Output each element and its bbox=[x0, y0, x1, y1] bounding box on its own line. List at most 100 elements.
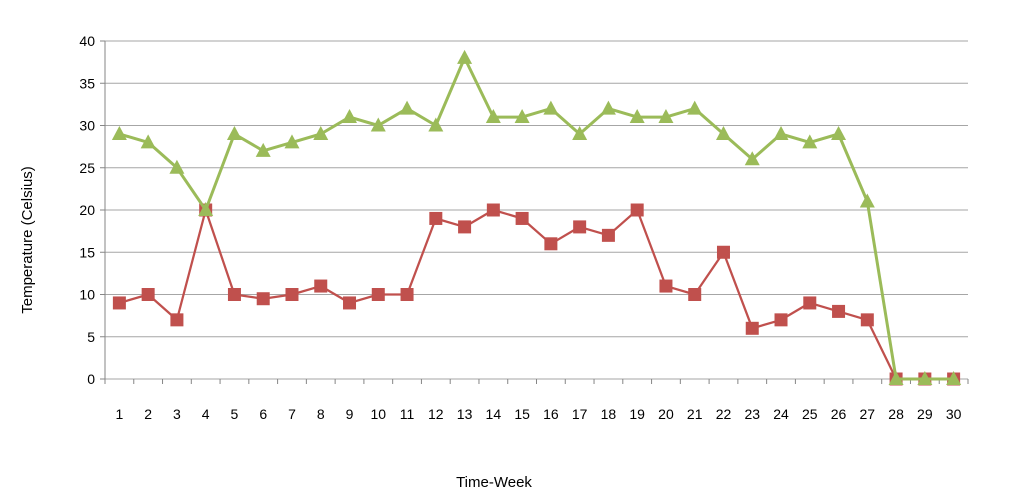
x-tick-label: 12 bbox=[428, 406, 444, 422]
data-point bbox=[458, 220, 472, 234]
data-point bbox=[629, 109, 645, 124]
data-point bbox=[400, 288, 414, 301]
data-point bbox=[544, 237, 558, 251]
x-tick-label: 15 bbox=[514, 406, 530, 422]
data-point bbox=[572, 125, 588, 140]
data-point bbox=[658, 109, 674, 124]
data-point bbox=[888, 371, 904, 385]
x-tick-label: 17 bbox=[572, 406, 588, 422]
data-point bbox=[716, 245, 730, 259]
gridlines bbox=[100, 40, 969, 384]
data-point bbox=[745, 321, 759, 335]
data-point bbox=[370, 117, 386, 132]
data-point bbox=[917, 371, 933, 385]
x-tick-label: 8 bbox=[317, 406, 325, 422]
data-point bbox=[371, 288, 385, 301]
data-point bbox=[313, 125, 329, 140]
data-point bbox=[687, 100, 703, 115]
data-point bbox=[428, 117, 444, 132]
data-point bbox=[285, 288, 299, 301]
x-tick-label: 20 bbox=[658, 406, 674, 422]
y-tick-label: 15 bbox=[79, 244, 95, 260]
data-point bbox=[601, 228, 615, 242]
data-point bbox=[543, 100, 559, 115]
data-point bbox=[774, 313, 788, 327]
data-point bbox=[859, 193, 875, 208]
y-tick-label: 20 bbox=[79, 202, 95, 218]
y-tick-label: 0 bbox=[87, 371, 95, 387]
x-tick-label: 23 bbox=[744, 406, 760, 422]
x-tick-label: 28 bbox=[888, 406, 904, 422]
data-point bbox=[140, 134, 156, 149]
data-point bbox=[314, 279, 328, 293]
data-point bbox=[744, 151, 760, 166]
data-point bbox=[342, 109, 358, 124]
x-tick-label: 3 bbox=[173, 406, 181, 422]
data-point bbox=[169, 159, 185, 174]
x-tick-label: 13 bbox=[457, 406, 473, 422]
data-point bbox=[573, 220, 587, 234]
data-point bbox=[514, 109, 530, 124]
data-point bbox=[688, 288, 702, 301]
data-point bbox=[429, 211, 443, 225]
data-point bbox=[284, 134, 300, 149]
x-tick-label: 16 bbox=[543, 406, 559, 422]
x-tick-label: 29 bbox=[917, 406, 933, 422]
x-tick-label: 7 bbox=[288, 406, 296, 422]
data-point bbox=[659, 279, 673, 293]
x-tick-labels: 1 2 3 4 5 6 7 8 9 10 11 12 13 14 15 16 17 18 19 20 21 22 23 24 2… bbox=[115, 406, 961, 422]
y-tick-label: 10 bbox=[79, 287, 95, 303]
series-1 bbox=[112, 203, 961, 386]
x-tick-label: 11 bbox=[400, 406, 415, 422]
data-point bbox=[802, 134, 818, 149]
data-point bbox=[111, 125, 127, 140]
x-tick-label: 21 bbox=[687, 406, 703, 422]
data-point bbox=[946, 371, 962, 385]
data-point bbox=[803, 296, 817, 310]
x-tick-label: 19 bbox=[629, 406, 645, 422]
y-axis-label: Temperature (Celsius) bbox=[19, 166, 36, 314]
data-point bbox=[515, 211, 529, 225]
data-point bbox=[170, 313, 184, 327]
data-point bbox=[600, 100, 616, 115]
data-point bbox=[399, 100, 415, 115]
x-tick-label: 14 bbox=[486, 406, 502, 422]
series-2 bbox=[111, 49, 962, 385]
data-point bbox=[831, 125, 847, 140]
y-tick-label: 5 bbox=[87, 329, 95, 345]
x-tick-label: 27 bbox=[860, 406, 876, 422]
x-tick-label: 25 bbox=[802, 406, 818, 422]
data-point bbox=[198, 202, 214, 216]
series-line bbox=[118, 56, 954, 381]
x-tick-label: 1 bbox=[115, 406, 123, 422]
data-point bbox=[486, 203, 500, 217]
x-tick-label: 9 bbox=[346, 406, 354, 422]
x-tick-label: 6 bbox=[259, 406, 267, 422]
data-point bbox=[860, 313, 874, 327]
data-point bbox=[256, 292, 270, 306]
data-point bbox=[832, 304, 846, 318]
x-tick-label: 10 bbox=[370, 406, 386, 422]
x-tick-label: 18 bbox=[601, 406, 617, 422]
data-point bbox=[485, 109, 501, 124]
x-tick-label: 26 bbox=[831, 406, 847, 422]
x-tick-label: 2 bbox=[144, 406, 152, 422]
x-tick-label: 5 bbox=[231, 406, 239, 422]
series-layer bbox=[111, 49, 962, 386]
x-tick-label: 24 bbox=[773, 406, 789, 422]
y-tick-label: 35 bbox=[79, 75, 95, 91]
x-tick-label: 22 bbox=[716, 406, 732, 422]
data-point bbox=[226, 125, 242, 140]
y-tick-label: 30 bbox=[79, 118, 95, 134]
x-tick-label: 4 bbox=[202, 406, 210, 422]
x-axis-label: Time-Week bbox=[456, 474, 532, 491]
data-point bbox=[227, 288, 241, 301]
data-point bbox=[112, 296, 126, 310]
x-tick-label: 30 bbox=[946, 406, 962, 422]
data-point bbox=[457, 49, 473, 64]
data-point bbox=[773, 125, 789, 140]
y-tick-label: 40 bbox=[79, 33, 95, 49]
data-point bbox=[630, 203, 644, 217]
